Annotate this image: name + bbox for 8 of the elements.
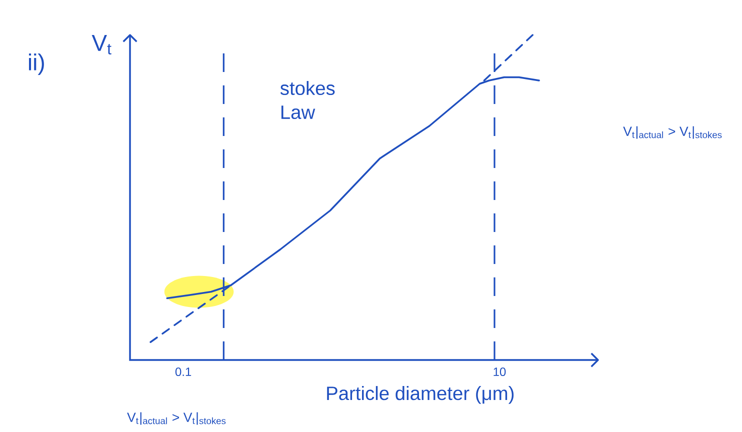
x-tick-label: 0.1 — [175, 368, 192, 376]
text: V$_{t}$|$_{actual}$ > V$_{t}$|$_{stokes}$ — [623, 126, 722, 139]
x-axis-title: Particle diameter (μm) — [327, 386, 514, 404]
annotation: stokes Law — [280, 80, 335, 120]
x-tick-label: 10 — [494, 368, 506, 376]
text: ii) — [28, 54, 44, 75]
y-axis-title: V$_{t}$ — [92, 35, 112, 54]
text: V$_{t}$|$_{actual}$ > V$_{t}$|$_{stokes}$ — [127, 412, 226, 425]
